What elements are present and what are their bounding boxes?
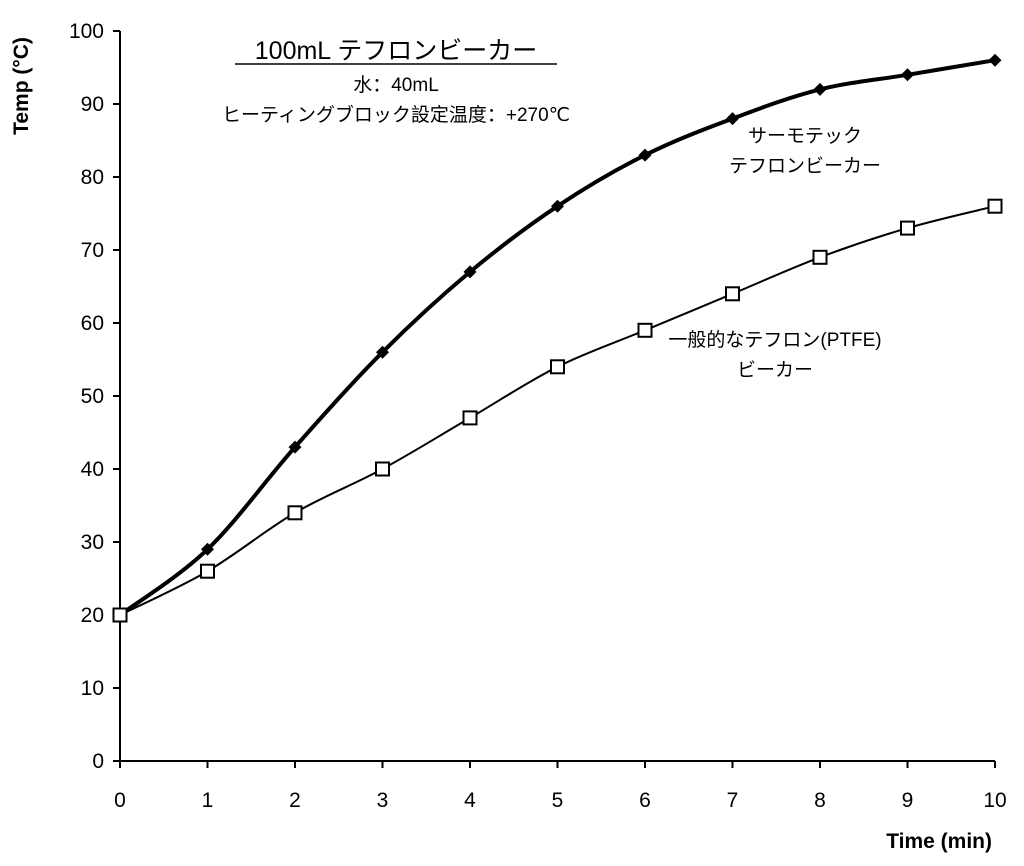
y-tick-label: 0 bbox=[92, 750, 104, 773]
data-point-ptfe bbox=[900, 220, 915, 236]
y-tick-label: 60 bbox=[81, 312, 104, 335]
x-tick-label: 4 bbox=[464, 789, 476, 812]
chart-title: 100mL テフロンビーカー bbox=[255, 37, 537, 65]
series-label-ptfe-line2: ビーカー bbox=[737, 359, 813, 381]
data-point-thermotec bbox=[201, 542, 214, 556]
data-point-thermotec bbox=[288, 440, 302, 454]
x-tick-label: 8 bbox=[814, 789, 826, 812]
data-point-thermotec bbox=[463, 265, 477, 279]
data-point-ptfe bbox=[112, 607, 128, 623]
x-tick-label: 10 bbox=[983, 789, 1006, 812]
data-point-ptfe bbox=[287, 505, 303, 521]
data-point-ptfe bbox=[200, 563, 215, 579]
y-tick-label: 100 bbox=[69, 20, 104, 43]
y-tick-label: 80 bbox=[81, 166, 104, 189]
y-ticks: 0 10 20 30 40 50 60 70 80 90 100 bbox=[69, 20, 120, 773]
chart-title-block: 100mL テフロンビーカー 水：40mL ヒーティングブロック設定温度：+27… bbox=[222, 37, 570, 126]
data-point-thermotec bbox=[901, 68, 914, 82]
data-point-ptfe bbox=[637, 322, 653, 338]
y-tick-label: 40 bbox=[81, 458, 104, 481]
x-tick-label: 1 bbox=[202, 789, 214, 812]
data-point-ptfe bbox=[812, 249, 828, 265]
data-point-ptfe bbox=[987, 198, 1003, 214]
data-point-thermotec bbox=[376, 345, 389, 359]
series-label-ptfe-line1: 一般的なテフロン(PTFE) bbox=[668, 329, 881, 351]
x-tick-label: 2 bbox=[289, 789, 301, 812]
x-tick-label: 0 bbox=[114, 789, 126, 812]
y-axis-title: Temp (°C) bbox=[10, 37, 33, 135]
x-ticks: 0 1 2 3 4 5 6 7 8 9 10 bbox=[114, 761, 1007, 812]
series-line-thermotec bbox=[118, 58, 996, 617]
chart-subtitle-heater: ヒーティングブロック設定温度：+270℃ bbox=[222, 103, 570, 126]
y-tick-label: 90 bbox=[81, 93, 104, 116]
series-label-thermotec-line2: テフロンビーカー bbox=[729, 155, 881, 177]
x-tick-label: 5 bbox=[552, 789, 564, 812]
series-markers bbox=[112, 53, 1003, 623]
x-axis-title: Time (min) bbox=[886, 830, 992, 853]
series-label-ptfe: 一般的なテフロン(PTFE) ビーカー bbox=[668, 329, 881, 381]
x-tick-label: 6 bbox=[639, 789, 651, 812]
data-point-ptfe bbox=[725, 286, 740, 302]
x-tick-label: 9 bbox=[902, 789, 914, 812]
y-tick-label: 30 bbox=[81, 531, 104, 554]
y-tick-label: 10 bbox=[81, 677, 104, 700]
data-point-ptfe bbox=[375, 461, 390, 477]
data-point-ptfe bbox=[462, 410, 478, 426]
series-label-thermotec: サーモテック テフロンビーカー bbox=[729, 125, 881, 177]
series-line-ptfe bbox=[119, 205, 996, 616]
y-tick-label: 20 bbox=[81, 604, 104, 627]
x-tick-label: 3 bbox=[377, 789, 389, 812]
data-point-thermotec bbox=[551, 199, 564, 213]
data-point-thermotec bbox=[813, 82, 827, 96]
data-point-ptfe bbox=[550, 359, 565, 375]
data-point-thermotec bbox=[638, 148, 652, 162]
y-tick-label: 50 bbox=[81, 385, 104, 408]
axes bbox=[119, 31, 995, 762]
series-label-thermotec-line1: サーモテック bbox=[748, 125, 862, 147]
x-tick-label: 7 bbox=[727, 789, 739, 812]
chart-subtitle-water: 水：40mL bbox=[353, 74, 439, 96]
y-tick-label: 70 bbox=[81, 239, 104, 262]
data-point-thermotec bbox=[988, 53, 1002, 67]
data-point-thermotec bbox=[726, 112, 739, 126]
